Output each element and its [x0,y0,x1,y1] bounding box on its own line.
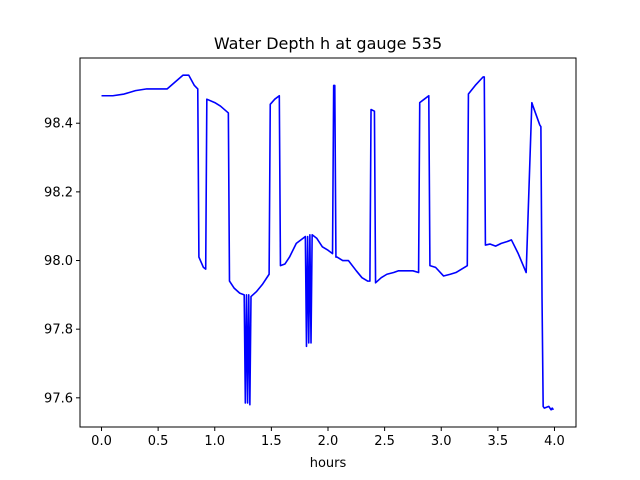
x-axis: 0.0 0.5 1.0 1.5 2.0 2.5 3.0 3.5 4.0 [91,427,565,449]
series-layer [101,74,555,411]
y-tick-label: 98.0 [44,254,73,269]
x-tick-label: 3.5 [488,434,509,449]
y-tick-label: 98.2 [44,185,73,200]
series-line [101,74,555,411]
x-tick-label: 3.0 [431,434,452,449]
x-tick-label: 0.0 [91,434,112,449]
y-tick-label: 97.8 [44,323,73,338]
x-tick-label: 1.0 [204,434,225,449]
x-axis-label: hours [310,456,347,471]
x-tick-label: 2.0 [318,434,339,449]
x-tick-label: 0.5 [148,434,169,449]
x-tick-label: 1.5 [261,434,282,449]
y-tick-label: 98.4 [44,117,73,132]
x-tick-label: 4.0 [544,434,565,449]
y-tick-label: 97.6 [44,391,73,406]
x-tick-label: 2.5 [374,434,395,449]
chart-title: Water Depth h at gauge 535 [214,34,442,53]
y-axis: 97.6 97.8 98.0 98.2 98.4 [44,117,80,406]
